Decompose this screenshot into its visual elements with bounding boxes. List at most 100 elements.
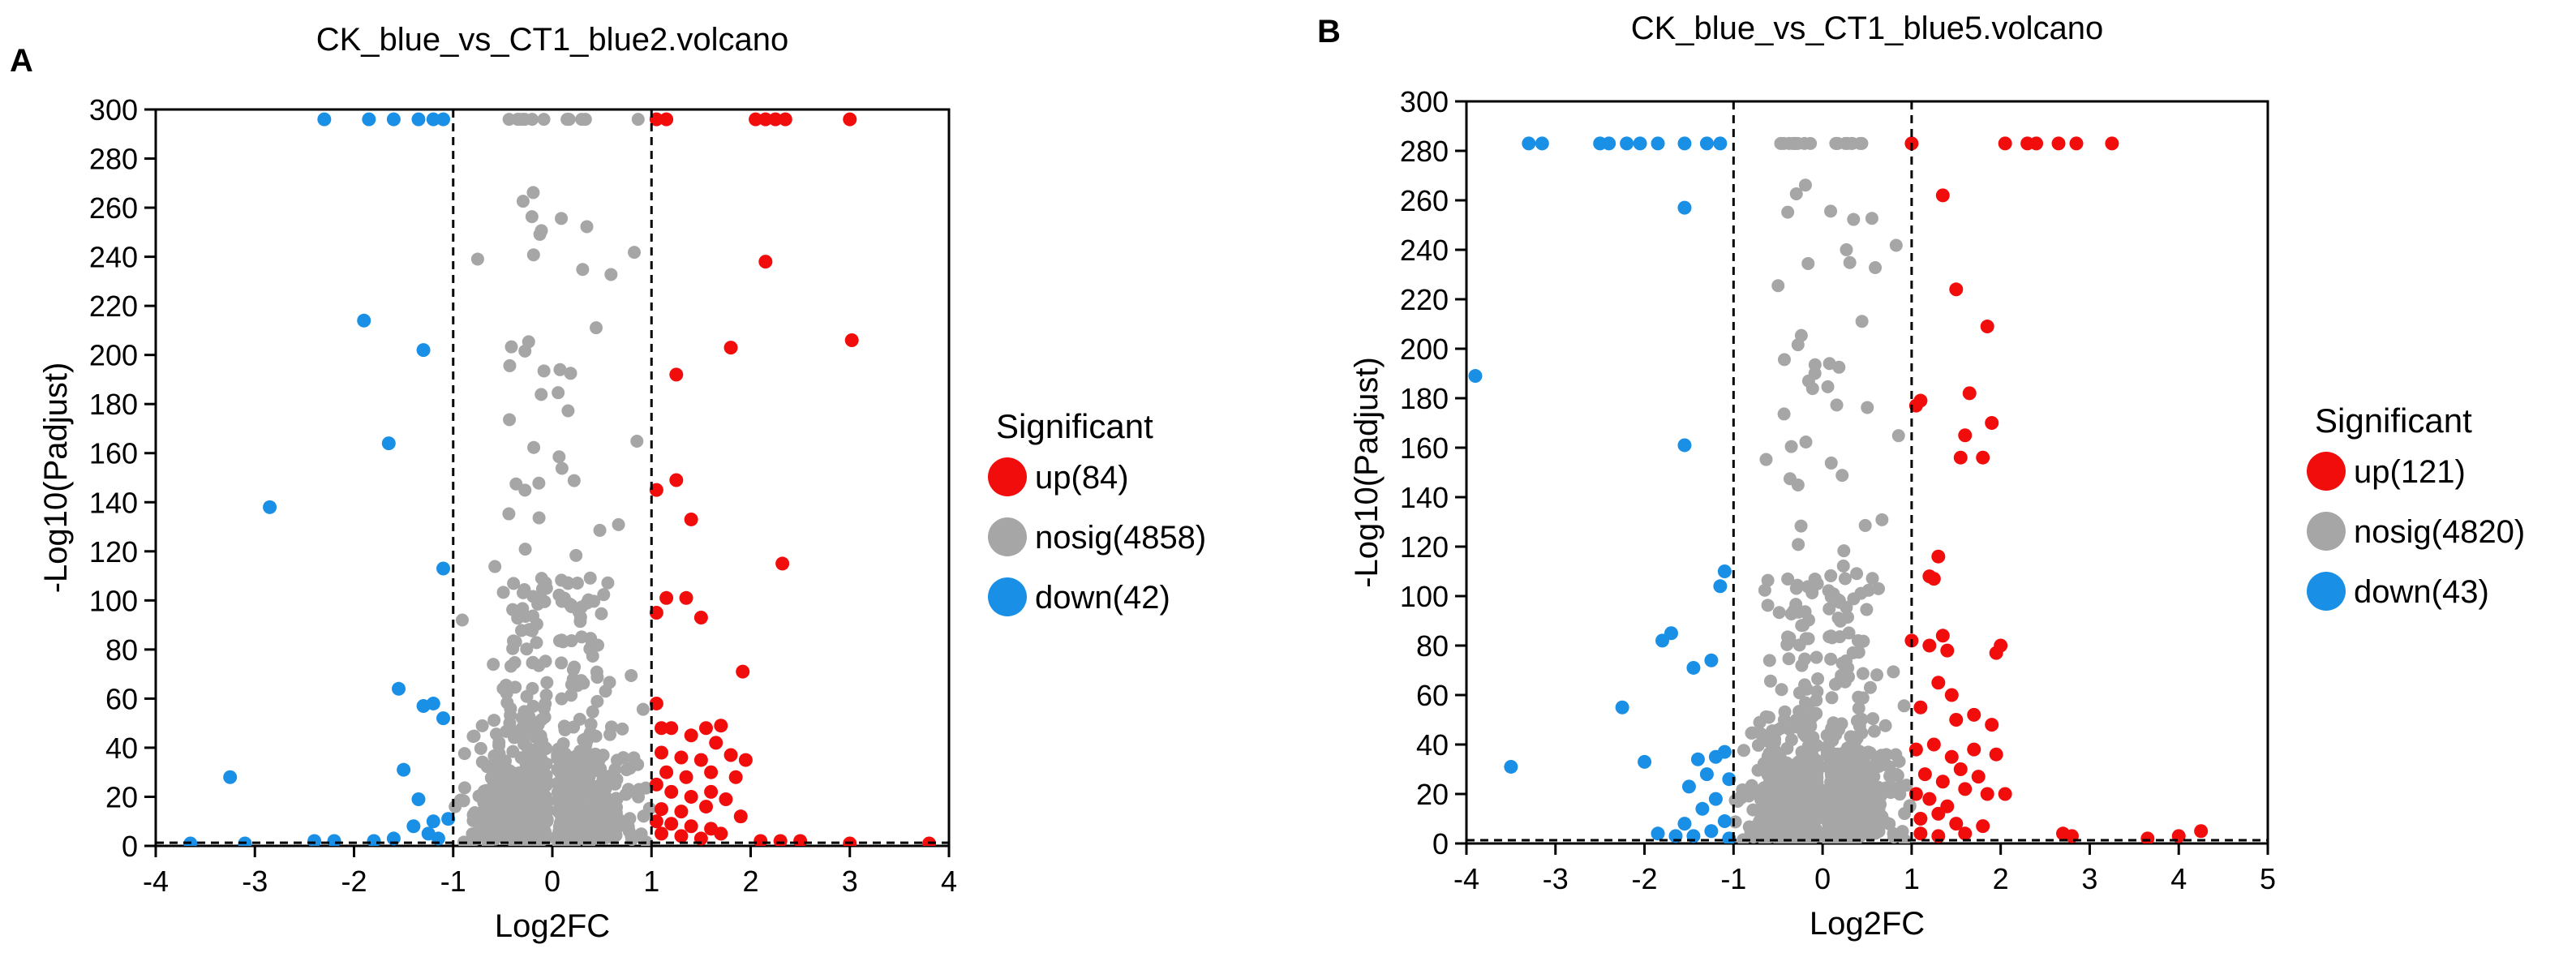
down-point bbox=[1713, 136, 1728, 151]
nosig-point bbox=[1782, 652, 1796, 666]
up-point bbox=[704, 784, 719, 799]
down-point bbox=[426, 112, 440, 127]
nosig-point bbox=[594, 809, 608, 823]
x-tick-label: -3 bbox=[1543, 862, 1569, 895]
up-point bbox=[1940, 643, 1955, 658]
up-point bbox=[693, 611, 708, 625]
nosig-point bbox=[535, 388, 548, 401]
nosig-point bbox=[519, 708, 533, 722]
nosig-point bbox=[492, 747, 506, 761]
down-point bbox=[223, 770, 238, 784]
up-point bbox=[654, 802, 668, 817]
nosig-point bbox=[523, 813, 537, 826]
data-points bbox=[183, 112, 937, 846]
up-point bbox=[1931, 806, 1946, 821]
y-tick-label: 40 bbox=[105, 732, 138, 765]
down-point bbox=[1535, 136, 1549, 151]
nosig-point bbox=[487, 658, 500, 672]
nosig-point bbox=[1761, 768, 1775, 782]
nosig-point bbox=[519, 757, 533, 771]
nosig-point bbox=[595, 607, 608, 620]
nosig-point bbox=[1850, 567, 1864, 581]
up-point bbox=[2194, 824, 2209, 839]
down-point bbox=[426, 814, 440, 829]
legend-entry-label: nosig(4820) bbox=[2354, 514, 2525, 550]
nosig-point bbox=[627, 831, 641, 845]
up-point bbox=[664, 784, 679, 799]
nosig-point bbox=[552, 450, 566, 464]
x-tick-label: -4 bbox=[143, 865, 169, 898]
nosig-point bbox=[504, 340, 518, 354]
nosig-point bbox=[528, 768, 542, 782]
x-tick-label: 0 bbox=[544, 865, 560, 898]
up-point bbox=[1935, 188, 1950, 203]
y-tick-label: 300 bbox=[89, 93, 138, 127]
down-point bbox=[1681, 779, 1696, 794]
nosig-point bbox=[1799, 719, 1813, 733]
nosig-point bbox=[1798, 652, 1812, 666]
nosig-point bbox=[555, 656, 569, 670]
legend-swatch bbox=[2307, 452, 2346, 491]
up-point bbox=[736, 664, 750, 679]
nosig-point bbox=[1820, 760, 1834, 774]
nosig-point bbox=[1766, 724, 1780, 738]
x-tick-label: 1 bbox=[643, 865, 659, 898]
up-point bbox=[684, 728, 698, 743]
up-point bbox=[649, 112, 663, 127]
nosig-point bbox=[600, 770, 614, 783]
nosig-point bbox=[567, 474, 581, 487]
nosig-point bbox=[1824, 456, 1838, 470]
nosig-point bbox=[577, 829, 590, 843]
up-point bbox=[1913, 812, 1928, 826]
nosig-point bbox=[608, 805, 622, 819]
up-point bbox=[1922, 638, 1937, 653]
y-tick-label: 240 bbox=[89, 241, 138, 274]
nosig-point bbox=[568, 660, 582, 674]
nosig-point bbox=[1840, 136, 1854, 150]
nosig-point bbox=[466, 729, 480, 743]
down-point bbox=[327, 834, 341, 846]
nosig-point bbox=[562, 750, 576, 764]
nosig-point bbox=[580, 220, 594, 234]
nosig-point bbox=[1780, 741, 1794, 755]
nosig-point bbox=[526, 186, 540, 200]
y-tick-label: 120 bbox=[89, 535, 138, 569]
up-point bbox=[749, 112, 763, 127]
down-point bbox=[436, 561, 451, 576]
down-point bbox=[263, 500, 277, 514]
down-point bbox=[381, 436, 396, 451]
nosig-point bbox=[555, 692, 569, 706]
up-point bbox=[659, 112, 674, 127]
nosig-point bbox=[1761, 573, 1775, 587]
up-point bbox=[2029, 136, 2044, 151]
nosig-point bbox=[1855, 315, 1869, 328]
nosig-point bbox=[1874, 749, 1888, 762]
legend-swatch bbox=[988, 577, 1027, 616]
nosig-point bbox=[496, 586, 510, 599]
nosig-point bbox=[1753, 715, 1767, 729]
up-point bbox=[684, 512, 698, 526]
up-point bbox=[1926, 737, 1941, 752]
up-point bbox=[1989, 747, 2003, 762]
x-tick-label: 3 bbox=[842, 865, 858, 898]
nosig-point bbox=[1781, 572, 1795, 586]
x-axis-title: Log2FC bbox=[495, 908, 610, 944]
nosig-point bbox=[576, 763, 590, 777]
nosig-point bbox=[1728, 793, 1742, 807]
nosig-point bbox=[518, 543, 532, 556]
down-point bbox=[1704, 653, 1719, 667]
nosig-point bbox=[1860, 603, 1874, 616]
nosig-point bbox=[1792, 686, 1806, 700]
up-point bbox=[758, 112, 773, 127]
down-point bbox=[416, 343, 431, 358]
up-point bbox=[679, 590, 693, 605]
nosig-point bbox=[1843, 255, 1857, 269]
up-point bbox=[654, 721, 668, 736]
nosig-point bbox=[1751, 738, 1765, 752]
nosig-point bbox=[569, 548, 583, 562]
legend-entry-label: up(84) bbox=[1035, 460, 1129, 496]
nosig-point bbox=[627, 751, 641, 765]
y-tick-label: 240 bbox=[1400, 234, 1449, 267]
nosig-point bbox=[480, 783, 494, 797]
plot-title: CK_blue_vs_CT1_blue2.volcano bbox=[316, 22, 789, 58]
